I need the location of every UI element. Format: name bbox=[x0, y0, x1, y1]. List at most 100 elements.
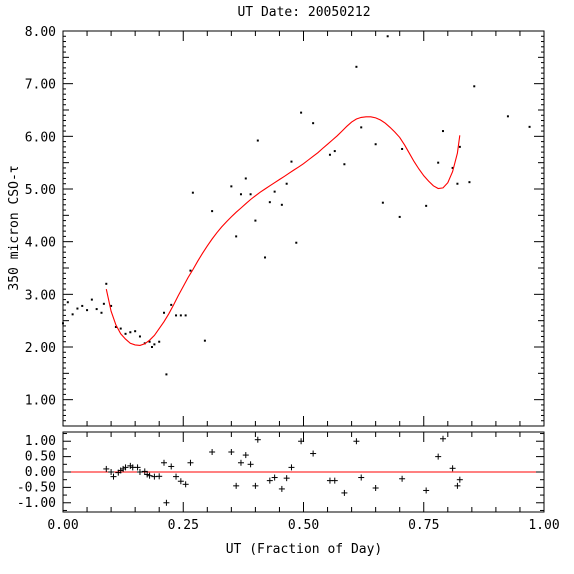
tau-point bbox=[235, 235, 238, 238]
tau-point bbox=[456, 182, 459, 185]
tau-point bbox=[244, 177, 247, 180]
residual-point bbox=[423, 487, 430, 494]
residual-point bbox=[372, 485, 379, 491]
residual-point bbox=[288, 464, 295, 471]
tau-point bbox=[191, 191, 194, 194]
residual-point bbox=[456, 476, 463, 483]
residual-point bbox=[237, 459, 244, 466]
tau-point bbox=[95, 308, 98, 311]
tau-point bbox=[374, 143, 377, 146]
residual-point bbox=[134, 464, 141, 471]
tau-point bbox=[249, 193, 252, 196]
residual-point bbox=[271, 474, 278, 481]
residual-point bbox=[331, 477, 338, 484]
y-tick-label: 3.00 bbox=[25, 288, 56, 303]
tau-point bbox=[184, 314, 187, 317]
tau-point bbox=[355, 65, 358, 68]
residual-point bbox=[156, 473, 163, 480]
tau-point bbox=[81, 304, 84, 307]
tau-point bbox=[239, 193, 242, 196]
x-tick-label: 0.00 bbox=[47, 518, 78, 533]
residual-point bbox=[310, 450, 317, 457]
residual-point bbox=[298, 438, 305, 445]
residual-point bbox=[399, 475, 406, 482]
tau-point bbox=[264, 256, 267, 259]
residual-point bbox=[266, 477, 273, 484]
residual-point bbox=[254, 436, 261, 443]
residual-point bbox=[110, 473, 117, 480]
residual-point bbox=[136, 469, 143, 475]
tau-point bbox=[114, 325, 117, 328]
residual-point bbox=[187, 459, 194, 466]
tau-point bbox=[66, 301, 69, 304]
residual-points bbox=[103, 435, 463, 506]
tau-point bbox=[458, 145, 461, 148]
tau-point bbox=[150, 346, 153, 348]
tau-point bbox=[468, 181, 471, 184]
tau-data-points bbox=[62, 35, 531, 376]
x-tick-labels: 0.00 0.25 0.50 0.75 1.00 bbox=[47, 518, 559, 533]
tau-point bbox=[175, 314, 178, 317]
tau-point bbox=[386, 35, 389, 38]
tau-point bbox=[158, 340, 161, 343]
tau-point bbox=[129, 331, 132, 334]
residual-point bbox=[122, 464, 129, 471]
residual-point bbox=[454, 482, 461, 489]
residual-point bbox=[247, 461, 254, 468]
x-tick-label: 1.00 bbox=[528, 518, 559, 533]
residual-point bbox=[341, 489, 348, 496]
residual-y-tick-label: 0.00 bbox=[25, 465, 56, 480]
y-tick-label: 1.00 bbox=[25, 394, 56, 409]
residual-point bbox=[182, 481, 189, 488]
tau-point bbox=[398, 215, 401, 218]
residual-point bbox=[252, 482, 259, 489]
residual-point bbox=[228, 449, 235, 455]
residual-point bbox=[435, 453, 442, 460]
residual-point bbox=[233, 482, 240, 489]
tau-point bbox=[134, 330, 137, 333]
x-tick-label: 0.25 bbox=[168, 518, 199, 533]
tau-point bbox=[124, 332, 127, 335]
tau-point bbox=[102, 302, 105, 305]
tau-point bbox=[148, 340, 151, 343]
residual-point bbox=[108, 469, 115, 475]
y-tick-label: 4.00 bbox=[25, 236, 56, 251]
y-axis-label: 350 micron CSO-τ bbox=[7, 165, 22, 290]
residual-point bbox=[146, 472, 153, 479]
y-tick-label: 2.00 bbox=[25, 341, 56, 356]
residual-y-tick-label: -0.50 bbox=[17, 480, 56, 495]
residual-point bbox=[161, 459, 168, 466]
tau-point bbox=[425, 204, 428, 207]
residual-ticks bbox=[62, 432, 545, 512]
tau-point bbox=[254, 219, 257, 222]
main-y-tick-labels: 1.00 2.00 3.00 4.00 5.00 6.00 7.00 8.00 bbox=[25, 25, 56, 409]
residual-point bbox=[278, 485, 285, 492]
tau-point bbox=[138, 335, 141, 338]
tau-point bbox=[110, 304, 113, 307]
tau-point bbox=[473, 85, 476, 88]
y-tick-label: 8.00 bbox=[25, 25, 56, 40]
tau-point bbox=[506, 115, 509, 118]
tau-point bbox=[437, 161, 440, 164]
residual-point bbox=[177, 478, 184, 485]
residual-point bbox=[358, 474, 365, 481]
residual-point bbox=[103, 465, 110, 472]
x-tick-label: 0.75 bbox=[408, 518, 439, 533]
tau-point bbox=[451, 166, 454, 169]
tau-point bbox=[170, 303, 173, 306]
tau-point bbox=[328, 153, 331, 156]
residual-point bbox=[283, 475, 290, 482]
y-tick-label: 7.00 bbox=[25, 78, 56, 93]
tau-point bbox=[381, 201, 384, 204]
chart-title: UT Date: 20050212 bbox=[237, 5, 370, 20]
residual-y-tick-label: 1.00 bbox=[25, 434, 56, 449]
tau-point bbox=[86, 309, 89, 312]
x-tick-label: 0.50 bbox=[288, 518, 319, 533]
residual-point bbox=[163, 499, 170, 506]
tau-point bbox=[105, 282, 108, 285]
residual-y-tick-label: -1.00 bbox=[17, 496, 56, 511]
residual-y-tick-labels: -1.00-0.500.000.501.00 bbox=[17, 434, 56, 511]
residual-point bbox=[209, 449, 216, 455]
main-plot-frame bbox=[62, 30, 545, 427]
tau-point bbox=[76, 307, 79, 310]
